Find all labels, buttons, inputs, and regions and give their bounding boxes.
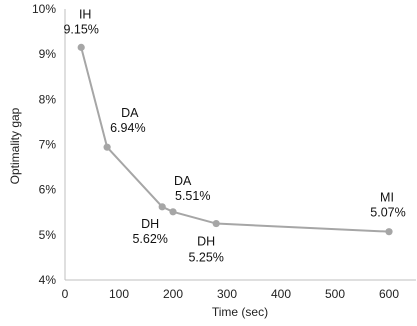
data-label-value: 5.07% [370, 206, 405, 220]
y-tick-labels: 4% 5% 6% 7% 8% 9% 10% [32, 2, 56, 287]
y-tick-label: 5% [39, 228, 57, 242]
x-tick-label: 500 [325, 287, 345, 301]
y-tick-label: 4% [39, 273, 57, 287]
data-point-marker [158, 203, 166, 211]
data-point-marker [103, 143, 111, 151]
x-tick-label: 100 [109, 287, 129, 301]
data-label-value: 6.94% [110, 121, 145, 135]
data-label-method: DH [141, 217, 159, 231]
data-points [77, 43, 393, 236]
data-label-value: 5.25% [188, 251, 223, 265]
data-label-value: 5.51% [175, 189, 210, 203]
x-tick-label: 200 [163, 287, 183, 301]
y-tick-label: 6% [39, 183, 57, 197]
data-label-method: DH [197, 235, 215, 249]
x-axis-title: Time (sec) [212, 305, 268, 319]
series-line [80, 47, 390, 233]
data-label-method: DA [174, 174, 192, 188]
data-label-method: IH [79, 7, 92, 21]
y-tick-label: 9% [39, 47, 57, 61]
x-tick-label: 300 [217, 287, 237, 301]
data-label-method: MI [380, 191, 394, 205]
data-labels: IH9.15%DA6.94%DH5.62%DA5.51%DH5.25%MI5.0… [63, 7, 405, 264]
x-tick-label: 400 [271, 287, 291, 301]
x-tick-label: 0 [62, 287, 69, 301]
x-tick-label: 600 [379, 287, 399, 301]
data-label-value: 5.62% [132, 232, 167, 246]
data-point-marker [77, 43, 85, 51]
data-label-method: DA [121, 106, 139, 120]
y-tick-label: 10% [32, 2, 56, 16]
data-label-value: 9.15% [63, 22, 98, 36]
data-point-marker [169, 208, 177, 216]
x-tick-labels: 0 100 200 300 400 500 600 [62, 287, 400, 301]
y-axis-title: Optimality gap [8, 107, 22, 184]
data-point-marker [385, 228, 393, 236]
y-tick-label: 8% [39, 92, 57, 106]
data-point-marker [212, 219, 220, 228]
y-tick-label: 7% [39, 138, 57, 152]
